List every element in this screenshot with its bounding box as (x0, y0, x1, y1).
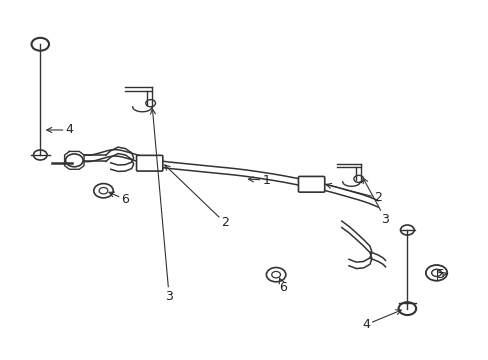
Text: 4: 4 (47, 123, 73, 136)
Text: 6: 6 (109, 192, 129, 206)
FancyBboxPatch shape (298, 176, 324, 192)
Text: 2: 2 (325, 183, 381, 204)
Text: 1: 1 (248, 174, 270, 186)
Text: 3: 3 (363, 178, 388, 226)
Text: 3: 3 (150, 109, 173, 303)
Text: 5: 5 (437, 268, 446, 281)
Text: 4: 4 (362, 310, 401, 331)
Text: 2: 2 (164, 165, 228, 229)
FancyBboxPatch shape (136, 156, 163, 171)
Text: 6: 6 (279, 278, 287, 294)
